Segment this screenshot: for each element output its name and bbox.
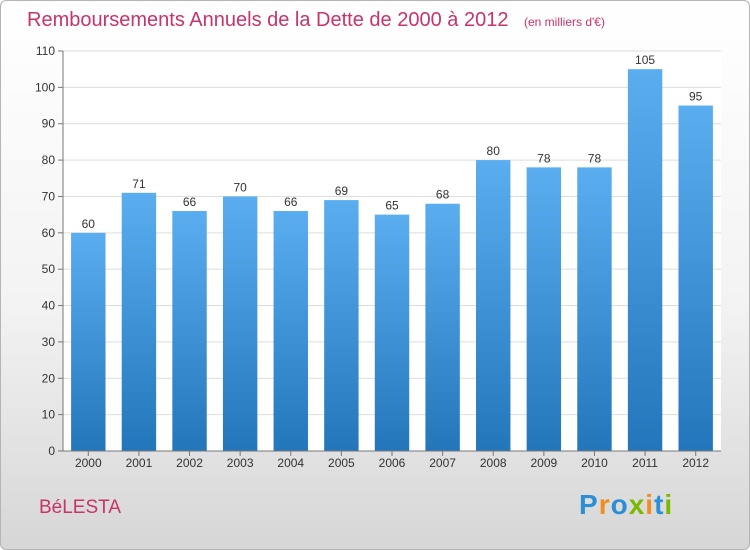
x-tick-label: 2012 (682, 456, 709, 470)
y-tick-label: 10 (42, 408, 56, 422)
axes: 0 10 20 30 40 50 60 70 80 90 100 110 2000 2001 2002 200… (35, 44, 721, 470)
logo-letter: t (654, 489, 665, 520)
y-tick-label: 20 (42, 371, 56, 385)
bar-value-label: 78 (537, 151, 551, 165)
chart-title: Remboursements Annuels de la Dette de 20… (27, 9, 605, 32)
x-tick-label: 2010 (581, 456, 608, 470)
y-tick-label: 60 (42, 226, 56, 240)
chart-title-text: Remboursements Annuels de la Dette de 20… (27, 9, 509, 31)
bar-2005 (324, 200, 359, 451)
bar-2012 (678, 105, 713, 451)
y-tick-label: 0 (48, 444, 55, 458)
y-tick-label: 110 (36, 44, 55, 58)
x-tick-label: 2009 (530, 456, 557, 470)
y-tick-label: 40 (42, 299, 56, 313)
y-tick-label: 50 (42, 262, 56, 276)
bar-value-label: 80 (487, 144, 501, 158)
y-tick-label: 80 (42, 153, 56, 167)
bar-value-label: 68 (436, 188, 450, 202)
x-tick-label: 2008 (480, 456, 507, 470)
bar-2004 (273, 211, 308, 451)
logo-letter: o (610, 489, 629, 520)
bar-2006 (374, 214, 410, 451)
bar-2009 (526, 167, 562, 451)
x-tick-label: 2007 (429, 456, 456, 470)
bar-2010 (577, 167, 612, 451)
x-tick-label: 2001 (126, 456, 153, 470)
x-tick-label: 2000 (75, 456, 102, 470)
bar-value-label: 66 (183, 195, 197, 209)
x-tick-label: 2002 (176, 456, 203, 470)
y-tick-label: 30 (42, 335, 56, 349)
bar-2007 (425, 203, 460, 451)
proxiti-logo: Proxiti (579, 489, 673, 521)
bar-2003 (222, 196, 258, 451)
logo-letter: P (579, 489, 599, 520)
bar-value-label: 66 (284, 195, 298, 209)
logo-letter: i (645, 489, 655, 520)
y-tick-label: 70 (42, 189, 56, 203)
bar-2011 (627, 69, 663, 451)
x-tick-label: 2005 (328, 456, 355, 470)
x-tick-label: 2003 (227, 456, 254, 470)
y-tick-label: 100 (35, 80, 55, 94)
logo-letter: i (664, 489, 674, 520)
bar-2000 (71, 232, 106, 451)
x-tick-label: 2011 (632, 456, 658, 470)
bar-value-label: 95 (689, 90, 703, 104)
bar-2002 (172, 211, 207, 451)
bar-value-label: 69 (335, 184, 349, 198)
bar-value-label: 65 (385, 199, 399, 213)
x-tick-label: 2004 (277, 456, 304, 470)
logo-letter: x (628, 489, 646, 520)
bar-2001 (121, 192, 157, 451)
logo-letter: r (598, 489, 611, 520)
bar-value-label: 70 (233, 180, 247, 194)
bar-value-label: 78 (588, 151, 602, 165)
bar-2008 (476, 160, 511, 451)
bar-value-label: 105 (635, 53, 655, 67)
y-tick-label: 90 (42, 117, 56, 131)
bar-value-label: 60 (82, 217, 96, 231)
x-tick-label: 2006 (379, 456, 406, 470)
bar-value-label: 71 (132, 177, 146, 191)
bars: 60 71 66 70 66 69 65 68 80 78 78 105 95 (71, 53, 713, 451)
commune-name: BéLESTA (39, 497, 122, 518)
chart-unit: (en milliers d'€) (524, 15, 605, 29)
